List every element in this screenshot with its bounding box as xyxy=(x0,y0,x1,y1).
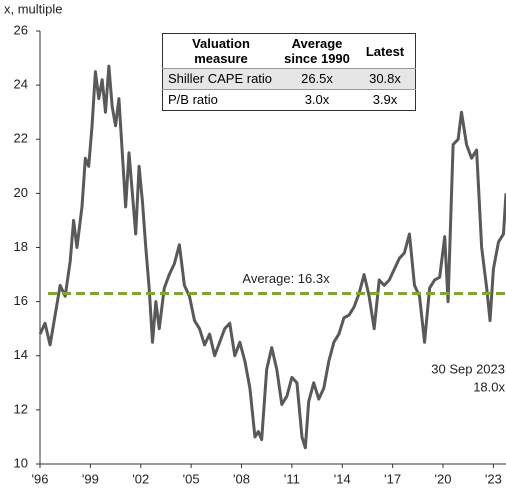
table-cell: 3.9x xyxy=(372,92,398,107)
table-row: P/B ratio 3.0x 3.9x xyxy=(163,90,416,111)
table-cell: 30.8x xyxy=(355,68,416,90)
table-header-cell: Valuation measure xyxy=(192,36,250,66)
valuation-table: Valuation measure Average since 1990 Lat… xyxy=(162,33,416,111)
average-label: Average: 16.3x xyxy=(242,271,330,286)
x-tick-label: '14 xyxy=(334,471,351,486)
table-cell: 3.0x xyxy=(304,92,330,107)
x-tick-label: '02 xyxy=(132,471,149,486)
x-tick-label: '20 xyxy=(435,471,452,486)
table-row: Shiller CAPE ratio 26.5x 30.8x xyxy=(162,68,416,90)
table-cell: P/B ratio xyxy=(168,92,218,107)
x-tick-label: '08 xyxy=(233,471,250,486)
table-header-cell: Average since 1990 xyxy=(284,36,350,66)
y-tick-label: 26 xyxy=(14,22,28,37)
x-tick-label: '23 xyxy=(485,471,502,486)
table-cell: Shiller CAPE ratio xyxy=(162,68,279,90)
y-axis-label: x, multiple xyxy=(4,1,63,16)
annotation-value: 18.0x xyxy=(473,379,505,394)
y-tick-label: 16 xyxy=(14,293,28,308)
y-tick-label: 20 xyxy=(14,185,28,200)
x-tick-label: '05 xyxy=(183,471,200,486)
line-series xyxy=(38,64,506,450)
x-tick-label: '96 xyxy=(32,471,49,486)
table-header: Valuation measure Average since 1990 Lat… xyxy=(163,34,416,69)
y-tick-label: 14 xyxy=(14,347,28,362)
x-tick-label: '11 xyxy=(284,471,300,486)
x-tick-label: '99 xyxy=(82,471,99,486)
table-header-cell: Latest xyxy=(365,43,405,59)
y-tick-label: 22 xyxy=(14,131,28,146)
y-tick-label: 24 xyxy=(14,77,28,92)
table-cell: 26.5x xyxy=(279,68,355,90)
y-tick-label: 12 xyxy=(14,401,28,416)
y-tick-label: 10 xyxy=(14,455,28,470)
x-tick-label: '17 xyxy=(384,471,401,486)
y-tick-label: 18 xyxy=(14,239,28,254)
annotation-date: 30 Sep 2023 xyxy=(431,361,505,376)
